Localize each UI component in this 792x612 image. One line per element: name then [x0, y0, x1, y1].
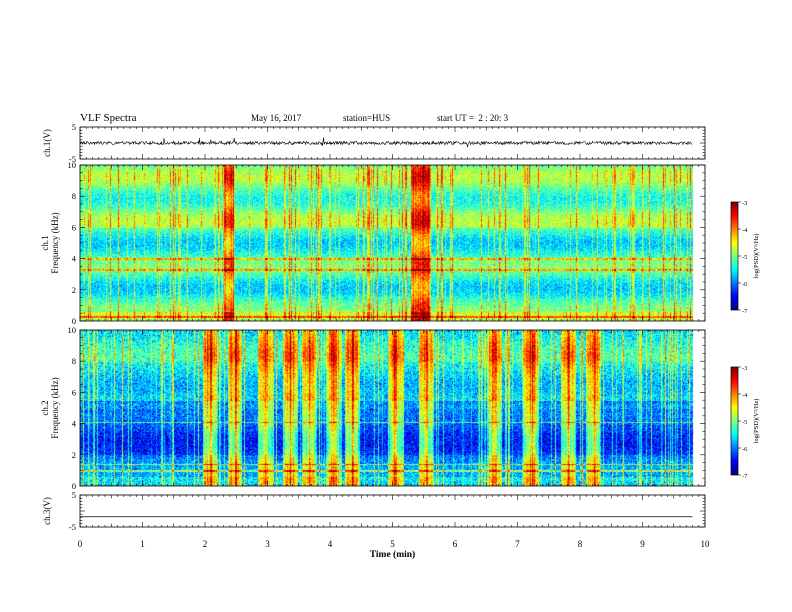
y-tick-label: 0 [72, 316, 76, 326]
x-tick-label: 1 [140, 539, 145, 549]
panel-frame-3 [79, 329, 706, 487]
colorbar-tick-label: -4 [742, 227, 748, 234]
x-tick-label: 6 [453, 539, 458, 549]
x-tick-label: 2 [203, 539, 208, 549]
colorbar-tick-label: -5 [742, 254, 747, 261]
x-tick-label: 8 [578, 539, 583, 549]
x-tick-label: 0 [78, 539, 83, 549]
colorbar-tick-label: -5 [742, 419, 747, 426]
y-tick-label: 10 [68, 160, 77, 170]
colorbar-label: log(PSD)(V²/Hz) [753, 234, 760, 279]
y-axis-label: ch.1(V) [42, 129, 52, 157]
y-axis-label: ch.1 [40, 235, 50, 250]
x-tick-label: 5 [390, 539, 395, 549]
colorbar-tick-label: -3 [742, 200, 747, 207]
x-tick-label: 10 [701, 539, 711, 549]
y-tick-label: 2 [72, 285, 76, 295]
y-tick-label: 6 [72, 222, 76, 232]
y-tick-label: 8 [72, 356, 76, 366]
y-tick-label: -5 [69, 154, 76, 164]
x-axis-label: Time (min) [370, 549, 415, 560]
ch1-trace [79, 137, 693, 148]
colorbar-tick-label: -4 [742, 392, 748, 399]
panel-frame-2 [79, 164, 706, 322]
colorbar-frame-2 [730, 366, 739, 476]
colorbar-label: log(PSD)(V²/Hz) [753, 399, 760, 444]
colorbar-tick-label: -7 [742, 473, 748, 480]
x-tick-label: 4 [328, 539, 333, 549]
y-tick-label: 8 [72, 191, 76, 201]
y-tick-label: 4 [72, 419, 77, 429]
y-axis-label: ch.3(V) [42, 497, 52, 525]
figure-title: VLF Spectra [80, 112, 137, 124]
y-axis-label: ch.2 [40, 400, 50, 415]
y-tick-label: 5 [72, 122, 76, 132]
start-time-label: start UT = 2 : 20: 3 [437, 113, 509, 123]
date-label: May 16, 2017 [251, 113, 302, 123]
x-tick-label: 7 [515, 539, 520, 549]
y-axis-label-frequency: Frequency (kHz) [50, 377, 60, 438]
y-tick-label: 0 [72, 481, 76, 491]
ch2-spectrogram-image [80, 330, 698, 486]
y-tick-label: 5 [72, 490, 76, 500]
x-tick-label: 9 [640, 539, 645, 549]
y-axis-label-frequency: Frequency (kHz) [50, 212, 60, 273]
ch2-colorbar-image [731, 367, 738, 475]
y-tick-label: 4 [72, 254, 77, 264]
y-tick-label: 2 [72, 450, 76, 460]
ch1-spectrogram-image [80, 165, 698, 321]
colorbar-tick-label: -7 [742, 308, 748, 315]
colorbar-tick-label: -6 [742, 281, 748, 288]
colorbar-tick-label: -3 [742, 365, 747, 372]
x-tick-label: 3 [265, 539, 270, 549]
colorbar-frame-1 [730, 201, 739, 311]
y-tick-label: 6 [72, 387, 76, 397]
colorbar-tick-label: -6 [742, 446, 748, 453]
ch1-colorbar-image [731, 202, 738, 310]
station-label: station=HUS [343, 113, 391, 123]
y-tick-label: 10 [68, 325, 77, 335]
y-tick-label: -5 [69, 522, 76, 532]
